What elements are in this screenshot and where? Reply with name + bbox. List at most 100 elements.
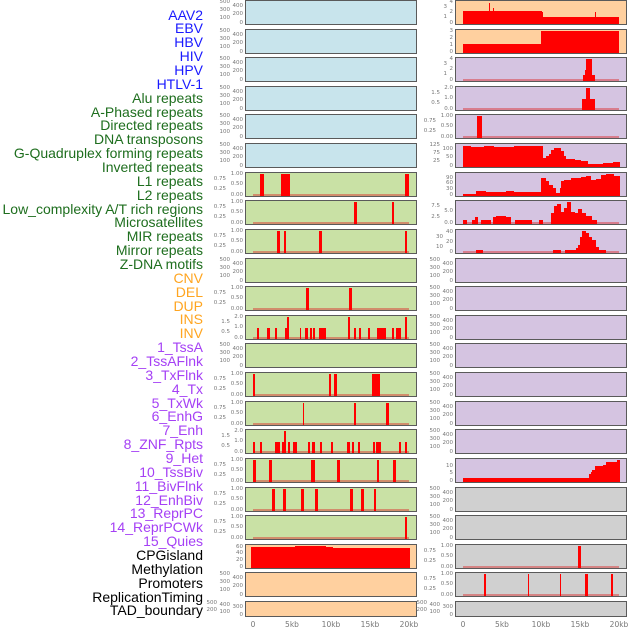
signal-bar xyxy=(589,473,591,482)
y-tick-label: 0 xyxy=(239,563,244,570)
signal-bar xyxy=(292,441,297,453)
signal-bar xyxy=(405,174,409,196)
y-tick-label: 400 xyxy=(232,345,244,352)
y-tick-label: 0 xyxy=(239,362,244,369)
y-tick-label: 500 xyxy=(429,341,441,348)
signal-bar xyxy=(592,469,595,482)
track-label: DNA transposons xyxy=(94,131,203,148)
track-label: CNV xyxy=(173,269,203,286)
track-label: HBV xyxy=(174,34,203,51)
track-panel xyxy=(245,143,417,168)
track-label: INV xyxy=(179,325,203,342)
y-tick-label: 0 xyxy=(449,506,454,513)
y-tick-label: 100 xyxy=(219,44,231,51)
y-tick-label: 0.25 xyxy=(213,386,226,393)
signal-bar xyxy=(582,98,587,110)
signal-bar xyxy=(309,327,313,339)
track-label: HIV xyxy=(179,48,203,65)
track-label: L2 repeats xyxy=(136,186,203,203)
y-tick-label: 30 xyxy=(446,185,453,192)
y-tick-label: 500 xyxy=(219,84,231,91)
signal-bar xyxy=(346,441,350,453)
y-tick-label: 0.50 xyxy=(230,181,243,187)
signal-bar xyxy=(598,250,606,253)
y-tick-label: 1.00 xyxy=(440,112,453,119)
y-tick-label: 200 xyxy=(442,354,454,361)
y-tick-label: 0.00 xyxy=(440,133,453,140)
y-tick-label: 400 xyxy=(429,601,441,608)
y-tick-label: 300 xyxy=(219,578,231,585)
signal-bar xyxy=(575,213,579,224)
y-tick-label: 500 xyxy=(429,513,441,520)
y-tick-label: 4 xyxy=(449,0,454,5)
track-panel xyxy=(245,544,417,569)
signal-bar xyxy=(585,574,588,596)
track-panel xyxy=(245,286,417,311)
y-tick-label: 200 xyxy=(232,583,244,590)
track-label: Methylation xyxy=(131,560,203,577)
signal-bar xyxy=(495,215,506,224)
y-tick-label: 0 xyxy=(449,48,454,55)
track-label: Promoters xyxy=(138,574,203,591)
x-tick-label: 10kb xyxy=(531,620,551,629)
y-tick-label: 60 xyxy=(236,543,243,550)
baseline xyxy=(253,194,409,196)
y-tick-label: 100 xyxy=(429,273,441,280)
signal-bar xyxy=(490,11,493,24)
signal-bar xyxy=(253,460,257,482)
signal-bar xyxy=(463,145,471,167)
track-label: 9_Het xyxy=(165,450,203,467)
y-tick-label: 0.5 xyxy=(431,100,440,107)
signal-bar xyxy=(485,192,506,196)
y-tick-label: 300 xyxy=(429,378,441,385)
y-tick-label: 100 xyxy=(219,15,231,22)
y-tick-label: 400 xyxy=(442,260,454,267)
signal-bar xyxy=(541,178,546,196)
y-tick-label: 0 xyxy=(449,362,454,369)
y-tick-label: 0.00 xyxy=(230,305,243,312)
signal-bar xyxy=(253,441,255,453)
track-panel xyxy=(455,0,627,25)
y-tick-label: 300 xyxy=(232,604,244,611)
signal-bar xyxy=(559,187,562,196)
signal-bar xyxy=(488,2,491,24)
track-panel xyxy=(245,258,417,283)
x-tick-label: 20kb xyxy=(399,620,419,629)
y-tick-label: 125 xyxy=(429,142,441,149)
y-tick-label: 0.0 xyxy=(444,105,453,112)
y-tick-label: 100 xyxy=(219,101,231,108)
y-tick-label: 0.50 xyxy=(440,553,453,559)
signal-bar xyxy=(312,441,315,453)
y-tick-label: 300 xyxy=(429,349,441,356)
signal-bar xyxy=(349,489,353,511)
y-tick-label: 400 xyxy=(442,517,454,524)
y-tick-label: 1.0 xyxy=(234,324,243,330)
y-tick-label: 0.75 xyxy=(213,518,226,525)
y-tick-label: 20 xyxy=(236,556,243,563)
signal-bar xyxy=(319,231,322,253)
signal-bar xyxy=(543,16,595,24)
signal-bar xyxy=(582,213,587,224)
y-tick-label: 0 xyxy=(449,534,454,541)
track-panel xyxy=(245,572,417,597)
signal-bar xyxy=(386,403,389,425)
y-tick-label: 40 xyxy=(446,228,453,235)
signal-bar xyxy=(552,188,556,196)
y-tick-label: 500 xyxy=(206,599,218,606)
signal-bar xyxy=(494,11,542,24)
y-tick-label: 1.00 xyxy=(230,485,243,492)
baseline xyxy=(463,566,619,568)
signal-bar xyxy=(295,546,326,568)
signal-bar xyxy=(392,460,396,482)
signal-bar xyxy=(274,327,278,339)
baseline xyxy=(253,509,409,511)
track-panel xyxy=(245,29,417,54)
signal-bar xyxy=(251,546,296,568)
signal-bar xyxy=(554,478,580,482)
y-tick-label: 1.0 xyxy=(444,95,453,101)
track-label: EBV xyxy=(174,20,203,37)
baseline xyxy=(253,480,409,482)
y-tick-label: 0.75 xyxy=(213,375,226,382)
y-tick-label: 500 xyxy=(429,427,441,434)
signal-bar xyxy=(271,489,275,511)
